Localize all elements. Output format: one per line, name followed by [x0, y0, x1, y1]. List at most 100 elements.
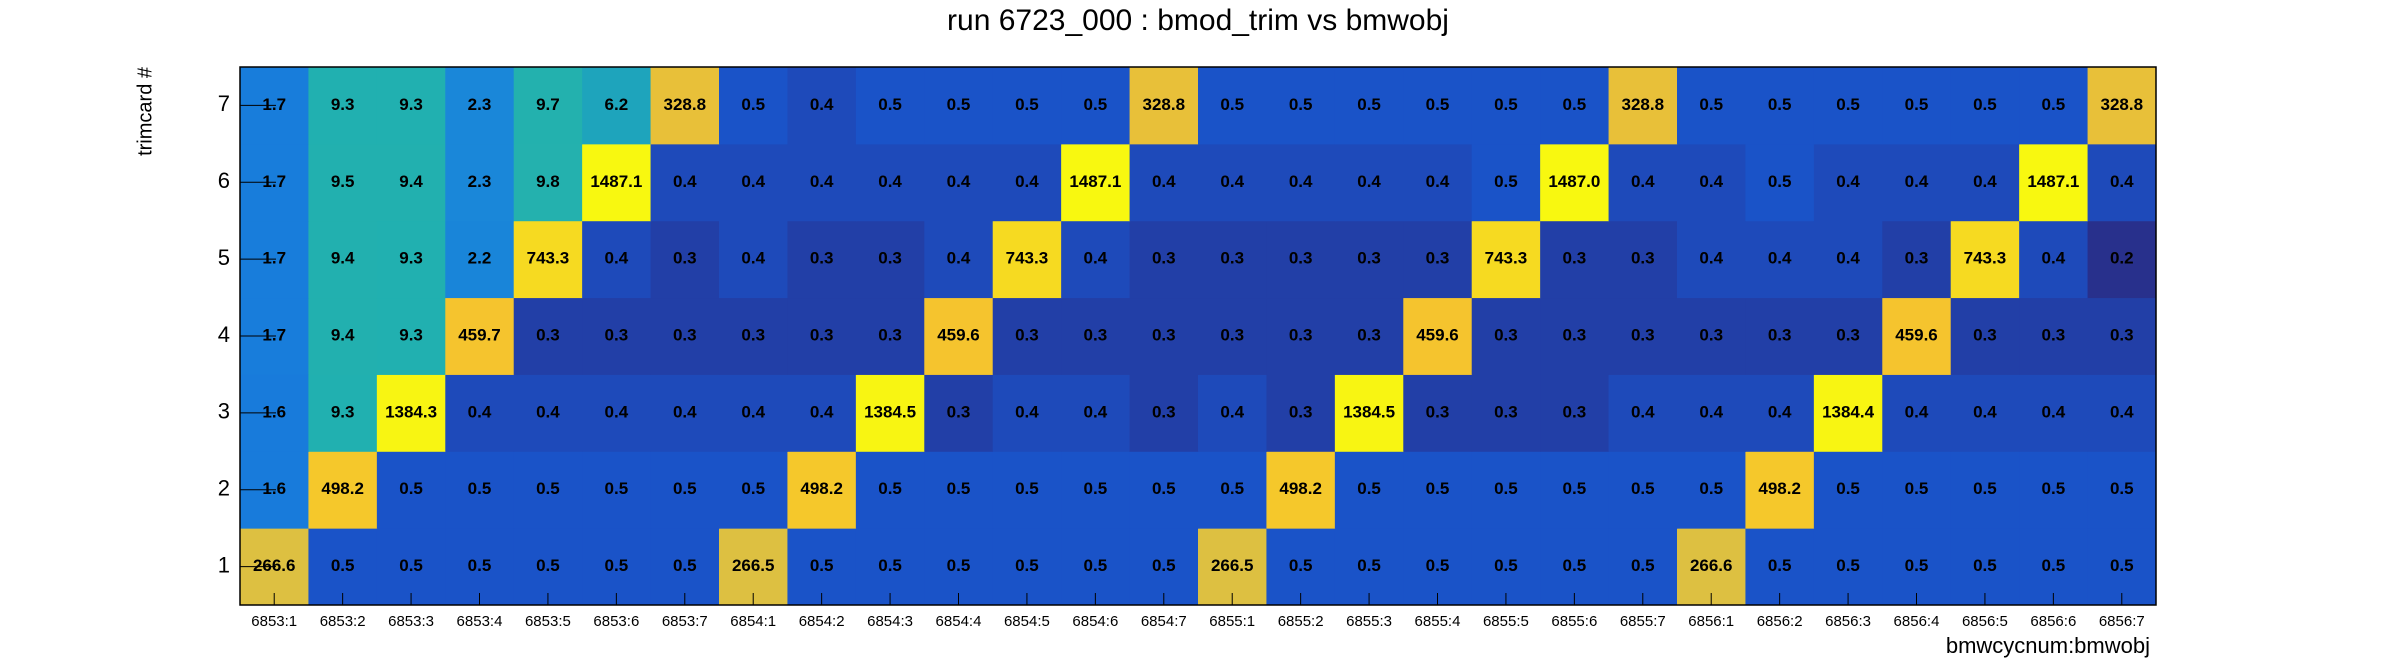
cell-label: 0.4: [1220, 402, 1244, 421]
heatmap-cell: [1129, 451, 1199, 529]
cell-label: 0.4: [1357, 172, 1381, 191]
cell-label: 0.3: [1289, 402, 1313, 421]
cell-label: 0.4: [741, 402, 765, 421]
cell-label: 9.8: [536, 172, 560, 191]
heatmap-cell: [719, 451, 788, 529]
y-tick-label: 3: [218, 399, 230, 424]
heatmap-cell: [1608, 67, 1678, 145]
heatmap-cell: [1745, 451, 1815, 529]
cell-label: 0.4: [605, 249, 629, 268]
cell-label: 0.5: [2110, 479, 2134, 498]
heatmap-cell: [1745, 374, 1815, 452]
y-tick-label: 2: [218, 476, 230, 501]
heatmap-cell: [1403, 143, 1473, 222]
cell-label: 9.3: [399, 95, 423, 114]
cell-label: 0.5: [1289, 556, 1313, 575]
heatmap-cell: [1266, 220, 1336, 299]
heatmap-cell: [719, 528, 788, 606]
cell-label: 0.4: [1973, 172, 1997, 191]
cell-label: 0.3: [605, 325, 629, 344]
heatmap-cell: [1540, 220, 1610, 299]
heatmap-cell: [855, 528, 925, 606]
cell-label: 0.3: [1152, 249, 1176, 268]
cell-label: 266.5: [1211, 556, 1254, 575]
cell-label: 0.4: [1699, 172, 1723, 191]
heatmap-cell: [1608, 297, 1678, 375]
heatmap-cell: [855, 67, 925, 145]
cell-label: 0.5: [947, 95, 971, 114]
heatmap-cell: [1745, 297, 1815, 375]
heatmap-cell: [1813, 528, 1883, 606]
x-tick-label: 6853:7: [662, 613, 708, 630]
cell-label: 0.3: [673, 249, 697, 268]
heatmap-cell: [513, 220, 583, 299]
cell-label: 0.3: [1357, 325, 1381, 344]
cell-label: 0.4: [1836, 249, 1860, 268]
y-tick-label: 6: [218, 168, 230, 193]
x-tick-label: 6856:6: [2030, 613, 2076, 630]
cell-label: 0.5: [1220, 95, 1244, 114]
heatmap-cell: [582, 220, 652, 299]
heatmap-cell: [719, 374, 788, 452]
cell-label: 0.4: [878, 172, 902, 191]
heatmap-cell: [719, 143, 788, 222]
cell-label: 0.5: [1973, 95, 1997, 114]
x-tick-label: 6855:7: [1620, 613, 1666, 630]
heatmap-cell: [924, 220, 994, 299]
heatmap-cell: [2087, 143, 2157, 222]
cell-label: 0.5: [399, 556, 423, 575]
heatmap-cell: [1061, 143, 1131, 222]
heatmap-cell: [1813, 297, 1883, 375]
heatmap-cell: [308, 528, 378, 606]
cell-label: 0.5: [1699, 95, 1723, 114]
heatmap-cell: [855, 143, 925, 222]
heatmap-cell: [1403, 220, 1473, 299]
cell-label: 0.3: [947, 402, 971, 421]
heatmap-cell: [1745, 143, 1815, 222]
heatmap-cell: [1061, 374, 1131, 452]
heatmap-cell: [1266, 451, 1336, 529]
cell-label: 0.5: [2042, 479, 2066, 498]
heatmap-cell: [787, 451, 857, 529]
heatmap-cell: [650, 297, 720, 375]
heatmap-cell: [2087, 220, 2157, 299]
heatmap-cell: [2019, 374, 2089, 452]
cell-label: 0.5: [605, 479, 629, 498]
cell-label: 0.4: [1015, 172, 1039, 191]
heatmap-cell: [1608, 528, 1678, 606]
cell-label: 0.5: [1494, 172, 1518, 191]
heatmap-cell: [1882, 220, 1952, 299]
heatmap-cell: [924, 374, 994, 452]
cell-label: 0.3: [1631, 325, 1655, 344]
cell-label: 0.3: [810, 325, 834, 344]
heatmap-cell: [513, 451, 583, 529]
x-tick-label: 6854:2: [799, 613, 845, 630]
cell-label: 1.7: [262, 325, 286, 344]
cell-label: 0.3: [1563, 249, 1587, 268]
heatmap-cell: [1471, 67, 1541, 145]
cell-label: 0.4: [741, 249, 765, 268]
heatmap-cell: [1198, 220, 1267, 299]
heatmap-cell: [1198, 528, 1267, 606]
heatmap-cell: [855, 451, 925, 529]
x-tick-label: 6853:2: [320, 613, 366, 630]
heatmap-cell: [855, 220, 925, 299]
heatmap-cell: [2087, 374, 2157, 452]
x-tick-label: 6855:5: [1483, 613, 1529, 630]
cell-label: 0.5: [399, 479, 423, 498]
heatmap-cell: [376, 143, 446, 222]
heatmap-cell: [1198, 451, 1267, 529]
cell-label: 0.5: [2042, 95, 2066, 114]
heatmap-cell: [2019, 297, 2089, 375]
x-tick-label: 6854:7: [1141, 613, 1187, 630]
heatmap-cell: [1471, 220, 1541, 299]
heatmap-cell: [445, 297, 515, 375]
heatmap-cell: [1061, 297, 1131, 375]
cell-label: 0.5: [1289, 95, 1313, 114]
heatmap-cell: [1266, 297, 1336, 375]
cell-label: 0.4: [947, 172, 971, 191]
cell-label: 0.5: [1973, 556, 1997, 575]
cell-label: 0.5: [1631, 556, 1655, 575]
cell-label: 0.5: [468, 556, 492, 575]
